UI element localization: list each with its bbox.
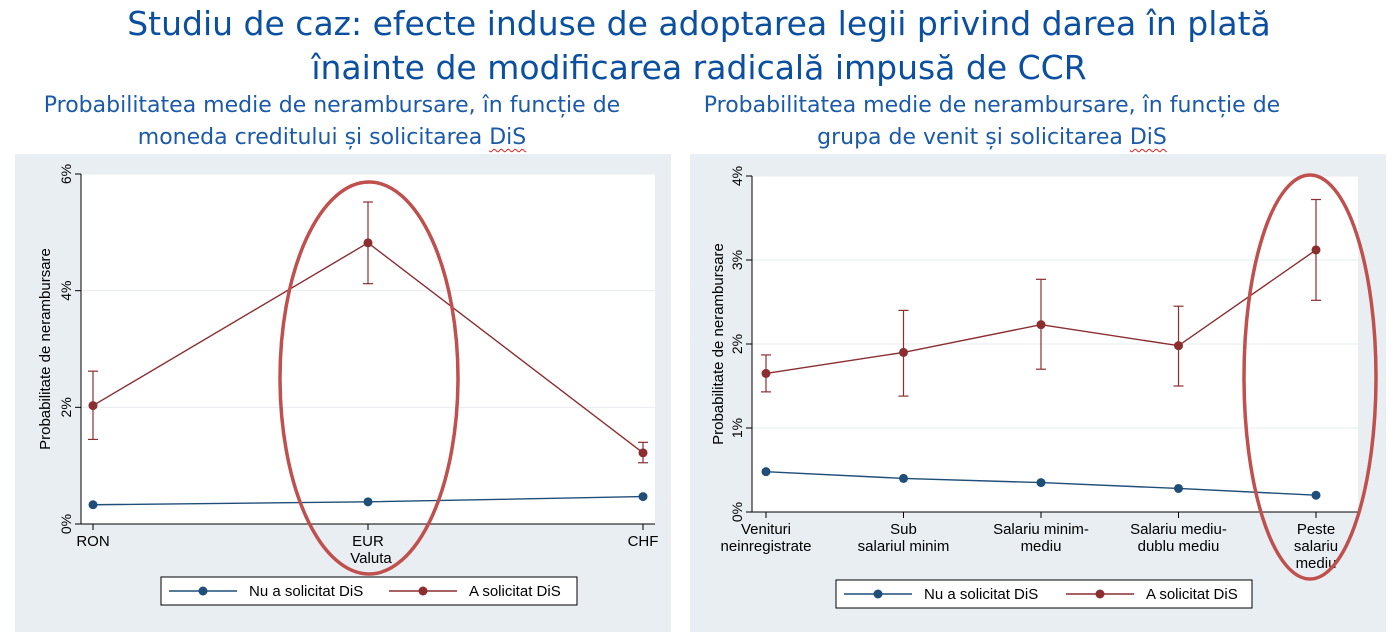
right-chart-legend-marker-0 [873, 589, 883, 599]
chart-title-left-line-1: Probabilitatea medie de nerambursare, în… [43, 93, 621, 118]
right-chart-series-0-point [1036, 478, 1046, 488]
left-chart-highlight-ellipse [278, 180, 460, 576]
left-chart-xtick-label: RON [76, 533, 109, 550]
chart-title-right-dis: DiS [1129, 125, 1167, 150]
right-chart-ytick-label: 3% [729, 250, 745, 270]
left-chart-series-0-point [363, 497, 373, 507]
chart-title-right: Probabilitatea medie de nerambursare, în… [662, 90, 1322, 154]
page-title-line-2: înainte de modificarea radicală impusă d… [311, 48, 1087, 87]
left-chart-ytick-label: 4% [58, 281, 74, 301]
right-chart-series-1-point [1036, 320, 1046, 330]
right-chart-legend-marker-1 [1095, 589, 1105, 599]
right-chart-series-1-point [1174, 341, 1183, 351]
right-chart-series-0-point [761, 467, 771, 477]
right-chart-highlight-ellipse [1242, 173, 1378, 581]
chart-title-left: Probabilitatea medie de nerambursare, în… [2, 90, 662, 154]
right-chart-ylabel: Probabilitate de nerambursare [710, 243, 727, 445]
chart-title-left-line-2-text: moneda creditului și solicitarea [137, 125, 490, 150]
chart-currency: 0% 2% 4% 6% Probabilitate de nerambursare RON… [37, 164, 659, 606]
left-chart-legend-label-0: Nu a solicitat DiS [249, 583, 363, 600]
left-chart-legend-label-1: A solicitat DiS [469, 583, 561, 600]
chart-income: 0% 1% 2% 3% 4% Probabilitate de nerambursare V… [710, 166, 1378, 609]
right-chart-legend-label-1: A solicitat DiS [1146, 586, 1238, 603]
chart-title-left-dis: DiS [489, 125, 527, 150]
left-chart-ytick-label: 0% [58, 514, 74, 534]
chart-title-left-line-2: moneda creditului și solicitarea DiS [2, 122, 662, 154]
left-chart-ylabel: Probabilitate de nerambursare [37, 248, 54, 450]
right-chart-series-0-point [1174, 483, 1183, 493]
left-chart-series-0-point [88, 500, 98, 510]
right-chart-series-0-point [899, 473, 908, 483]
left-chart-series-1-point [88, 401, 98, 411]
left-chart-xtick-label: CHF [628, 533, 659, 550]
right-chart-series-1-point [899, 347, 908, 357]
chart-title-right-line-1: Probabilitatea medie de nerambursare, în… [703, 93, 1281, 118]
chart-title-right-line-2-text: grupa de venit și solicitarea [817, 125, 1130, 150]
right-chart-xtick-label: Peste salariu mediu [1294, 521, 1338, 572]
right-chart-ytick-label: 4% [729, 166, 745, 186]
left-chart-xtick-label: EUR [352, 533, 384, 550]
right-chart-ytick-label: 2% [729, 334, 745, 354]
chart-title-right-line-2: grupa de venit și solicitarea DiS [662, 122, 1322, 154]
right-chart-ytick-label: 1% [729, 418, 745, 438]
right-chart-xtick-label: Salariu mediu-dublu mediu [1130, 521, 1227, 555]
right-chart-xtick-label: Salariu minim-mediu [993, 521, 1089, 555]
right-chart-ytick-label: 0% [729, 502, 745, 522]
left-chart-legend-marker-1 [418, 586, 428, 596]
right-chart-xtick-label: Sub salariul minim [858, 521, 950, 555]
left-chart-ytick-label: 6% [58, 164, 74, 184]
page-title: Studiu de caz: efecte induse de adoptare… [0, 2, 1398, 90]
left-chart-ytick-label: 2% [58, 397, 74, 417]
left-chart-legend-marker-0 [198, 586, 208, 596]
right-chart-legend-label-0: Nu a solicitat DiS [924, 586, 1038, 603]
chart-panel-income: 0% 1% 2% 3% 4% Probabilitate de nerambursare V… [690, 154, 1386, 632]
left-chart-xlabel: Valuta [350, 550, 392, 567]
right-chart-xtick-label: Venituri neinregistrate [721, 521, 812, 555]
left-chart-series-0-point [638, 492, 648, 502]
right-chart-series-1-point [1311, 245, 1321, 255]
right-chart-series-1-point [761, 368, 771, 378]
right-chart-series-0-point [1311, 490, 1321, 500]
chart-panel-currency: 0% 2% 4% 6% Probabilitate de nerambursare RON… [15, 154, 671, 632]
left-chart-series-1-point [363, 238, 373, 248]
page-title-line-1: Studiu de caz: efecte induse de adoptare… [127, 4, 1271, 43]
left-chart-series-1-point [638, 448, 648, 458]
